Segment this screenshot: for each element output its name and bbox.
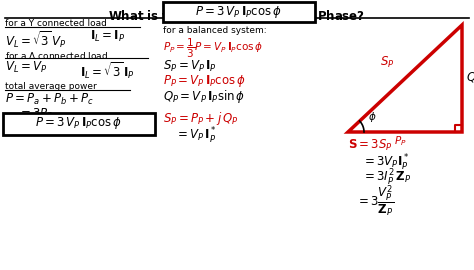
Text: $S_P=V_P\,\mathbf{I}_P$: $S_P=V_P\,\mathbf{I}_P$ — [163, 59, 217, 74]
Text: $P = 3\,V_P\,\mathbf{I}_P\cos\phi$: $P = 3\,V_P\,\mathbf{I}_P\cos\phi$ — [36, 115, 122, 131]
Text: $=3\dfrac{V_P^2}{\mathbf{Z}_P}$: $=3\dfrac{V_P^2}{\mathbf{Z}_P}$ — [356, 183, 394, 218]
Text: $\bf{What\ is\ the\ Average\ Power\ per\ Phase?}$: $\bf{What\ is\ the\ Average\ Power\ per\… — [109, 8, 365, 25]
Bar — [163, 2, 315, 22]
Text: $=3V_P\mathbf{I}_P^*$: $=3V_P\mathbf{I}_P^*$ — [362, 153, 410, 173]
Text: $P_P=\dfrac{1}{3}P=V_P\,\mathbf{I}_P\cos\phi$: $P_P=\dfrac{1}{3}P=V_P\,\mathbf{I}_P\cos… — [163, 37, 264, 60]
Text: $\phi$: $\phi$ — [368, 110, 376, 124]
Text: $Q_P=V_P\,\mathbf{I}_P\sin\phi$: $Q_P=V_P\,\mathbf{I}_P\sin\phi$ — [163, 88, 245, 105]
Text: $S_P=P_P+j\,Q_P$: $S_P=P_P+j\,Q_P$ — [163, 110, 238, 127]
Text: $S_P$: $S_P$ — [380, 55, 394, 70]
Text: $\mathbf{S}=3S_P$: $\mathbf{S}=3S_P$ — [348, 138, 393, 153]
Text: for a $\Delta$ connected load: for a $\Delta$ connected load — [5, 50, 108, 61]
Text: $\mathbf{I}_L=\mathbf{I}_P$: $\mathbf{I}_L=\mathbf{I}_P$ — [90, 29, 125, 44]
Text: $=3I_P^2\,\mathbf{Z}_P$: $=3I_P^2\,\mathbf{Z}_P$ — [362, 168, 411, 188]
Text: $Q_P$: $Q_P$ — [466, 71, 474, 86]
Text: $P_P=V_P\,\mathbf{I}_P\cos\phi$: $P_P=V_P\,\mathbf{I}_P\cos\phi$ — [163, 73, 246, 89]
Text: $P = P_a + P_b + P_c$: $P = P_a + P_b + P_c$ — [5, 92, 94, 107]
Text: total average power: total average power — [5, 82, 97, 91]
Text: $= 3P_P$: $= 3P_P$ — [18, 107, 54, 122]
Text: $V_L=V_P$: $V_L=V_P$ — [5, 60, 47, 75]
Text: $=V_P\,\mathbf{I}_P^*$: $=V_P\,\mathbf{I}_P^*$ — [175, 126, 217, 146]
Text: $P_P$: $P_P$ — [394, 134, 406, 148]
Text: for a Y connected load: for a Y connected load — [5, 19, 107, 28]
Bar — [3, 113, 155, 135]
Text: $V_L=\sqrt{3}\,V_P$: $V_L=\sqrt{3}\,V_P$ — [5, 29, 66, 50]
Text: $P = 3\,V_P\,\mathbf{I}_P\cos\phi$: $P = 3\,V_P\,\mathbf{I}_P\cos\phi$ — [195, 4, 283, 20]
Text: $\mathbf{I}_L=\sqrt{3}\,\mathbf{I}_P$: $\mathbf{I}_L=\sqrt{3}\,\mathbf{I}_P$ — [80, 60, 135, 81]
Text: for a balanced system:: for a balanced system: — [163, 26, 266, 35]
